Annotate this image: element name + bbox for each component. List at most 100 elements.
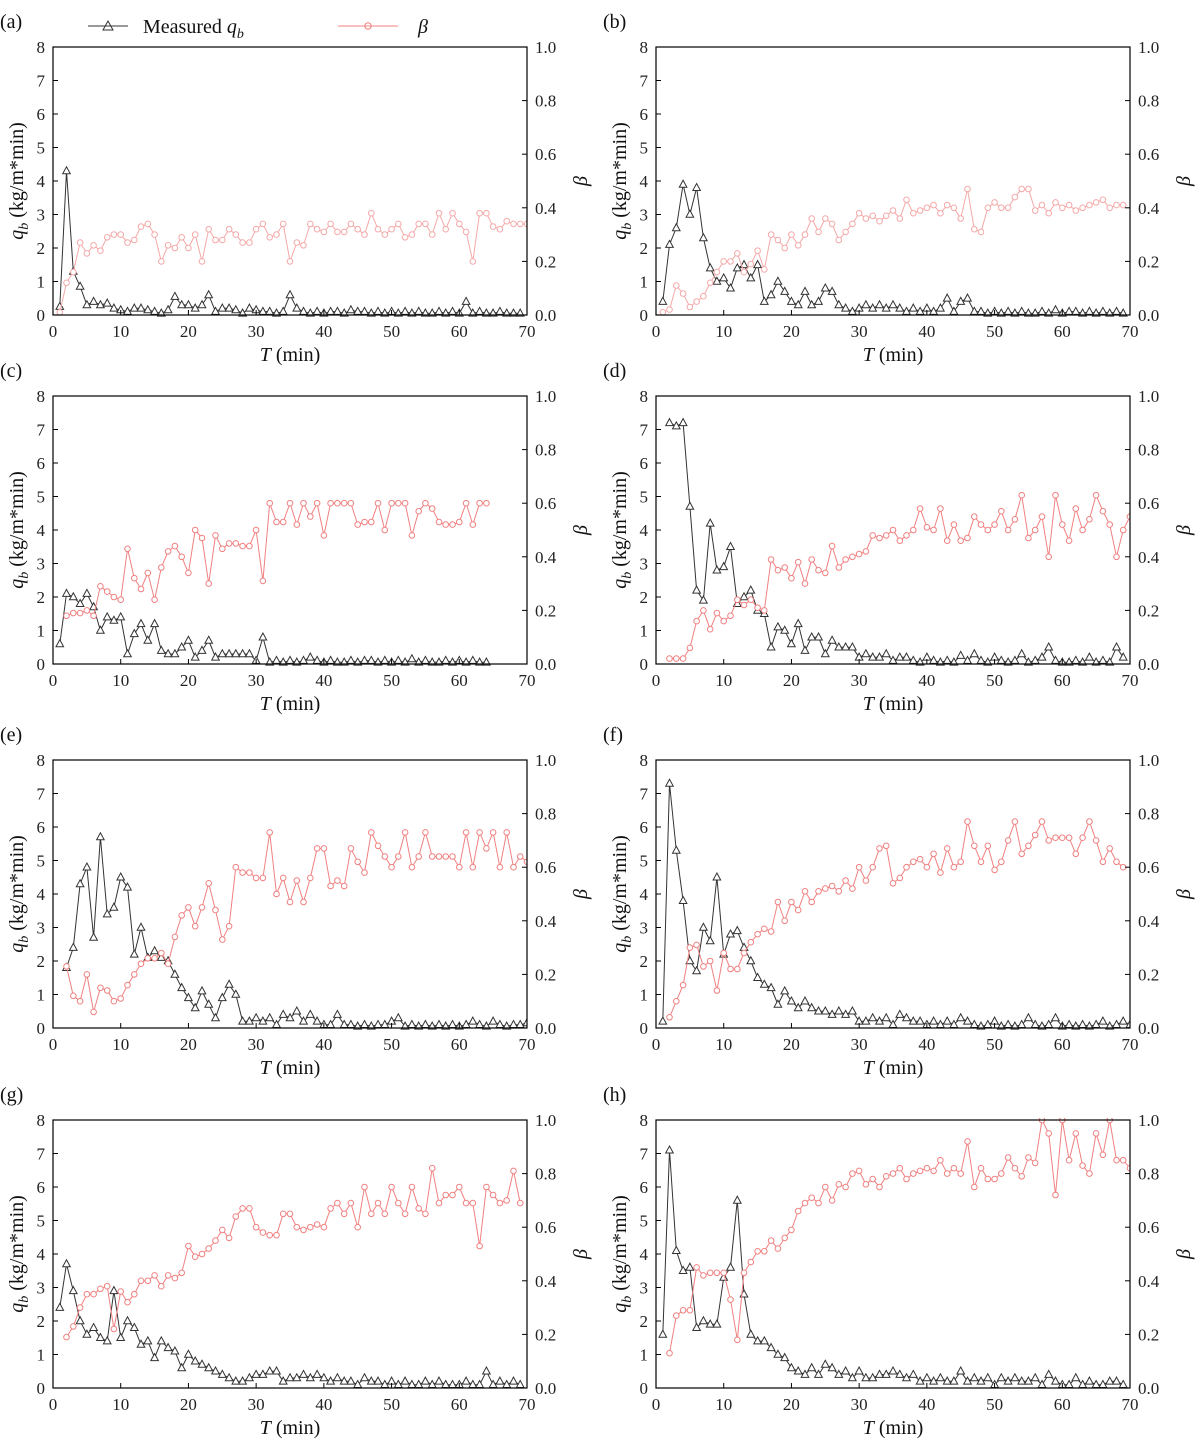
beta-point: [347, 1199, 355, 1207]
beta-point: [198, 1250, 206, 1258]
beta-point: [876, 1183, 883, 1191]
x-tick-label: 70: [1122, 1395, 1139, 1414]
qb-point: [427, 308, 437, 317]
qb-point: [780, 625, 790, 634]
y-tick-label: 5: [640, 1212, 649, 1231]
qb-point: [366, 1021, 376, 1030]
beta-point: [794, 242, 802, 249]
qb-point: [807, 299, 817, 309]
beta-point: [740, 268, 748, 276]
beta-point: [286, 1210, 294, 1218]
beta-point: [259, 1229, 267, 1236]
beta-point: [788, 898, 795, 906]
beta-point: [1072, 207, 1080, 214]
beta-point: [808, 1194, 816, 1201]
qb-point: [800, 645, 810, 654]
qb-point: [461, 1376, 471, 1385]
qb-point: [292, 657, 302, 666]
series-group: [55, 499, 492, 666]
qb-point: [1064, 1019, 1074, 1028]
qb-point: [366, 1376, 376, 1385]
beta-point: [90, 1290, 97, 1298]
beta-point: [225, 922, 233, 930]
beta-point: [503, 829, 511, 836]
qb-point: [420, 1019, 431, 1028]
beta-point: [300, 499, 307, 507]
beta-point: [510, 1167, 517, 1175]
beta-point: [835, 888, 843, 895]
qb-point: [698, 1315, 709, 1325]
beta-point: [910, 858, 917, 866]
qb-point: [61, 1258, 72, 1268]
qb-point: [285, 655, 295, 664]
beta-point: [903, 1175, 910, 1183]
beta-point: [361, 1183, 368, 1191]
qb-point: [786, 1362, 797, 1372]
qb-point: [942, 1016, 952, 1025]
x-tick-label: 30: [248, 1395, 265, 1414]
qb-point: [1023, 657, 1034, 666]
x-tick-label: 50: [986, 322, 1003, 341]
beta-point: [279, 220, 287, 228]
y-tick-label: 8: [640, 387, 649, 406]
beta-point: [435, 518, 443, 526]
y-tick-label: 1: [37, 273, 46, 292]
beta-point: [63, 279, 70, 287]
qb-point: [434, 657, 444, 666]
y-tick-label: 7: [640, 72, 649, 91]
beta-point: [435, 853, 443, 860]
beta-point: [991, 521, 998, 528]
beta-point: [205, 225, 212, 233]
qb-point: [1071, 655, 1081, 664]
qb-point: [996, 1021, 1006, 1030]
beta-point: [144, 1277, 152, 1285]
y-tick-label: 8: [37, 38, 46, 57]
y2-tick-label: 0.0: [1138, 655, 1159, 674]
beta-point: [476, 1242, 483, 1250]
beta-point: [496, 863, 504, 871]
beta-point: [462, 829, 470, 836]
legend-beta-marker-icon: [364, 22, 372, 30]
plot-frame: [52, 395, 528, 665]
qb-point: [190, 652, 200, 661]
beta-point: [706, 279, 714, 287]
qb-point: [725, 1262, 736, 1271]
qb-point: [55, 638, 65, 648]
beta-point: [178, 1269, 185, 1277]
beta-point: [842, 228, 849, 236]
beta-point: [144, 955, 152, 962]
qb-point: [786, 995, 797, 1005]
qb-point: [177, 641, 187, 651]
beta-point: [666, 306, 673, 313]
beta-point: [943, 845, 951, 852]
beta-point: [307, 220, 314, 228]
beta-point: [340, 1210, 348, 1218]
beta-point: [761, 925, 768, 933]
beta-point: [63, 612, 70, 620]
qb-point: [1003, 1376, 1013, 1385]
qb-point: [420, 1376, 431, 1385]
y-tick-label: 4: [37, 172, 46, 191]
y-tick-label: 6: [37, 1178, 46, 1197]
beta-point: [1119, 526, 1127, 534]
y-tick-label: 2: [37, 239, 46, 258]
beta-point: [395, 220, 402, 228]
beta-point: [1099, 858, 1107, 866]
beta-point: [131, 971, 138, 978]
qb-point: [942, 655, 952, 664]
y-tick-label: 7: [640, 421, 649, 440]
qb-point: [664, 778, 675, 787]
qb-point: [658, 1329, 668, 1338]
qb-point: [820, 1005, 830, 1015]
y-tick-label: 7: [37, 72, 46, 91]
beta-point: [666, 1349, 673, 1357]
y2-tick-label: 0.6: [1138, 1218, 1159, 1237]
beta-point: [747, 260, 755, 268]
beta-point: [754, 247, 761, 254]
legend-beta-label: β: [417, 16, 428, 38]
qb-point: [68, 942, 78, 951]
qb-point: [983, 308, 993, 317]
qb-point: [1105, 1376, 1115, 1385]
beta-point: [862, 215, 870, 222]
y-tick-label: 0: [640, 1379, 649, 1398]
